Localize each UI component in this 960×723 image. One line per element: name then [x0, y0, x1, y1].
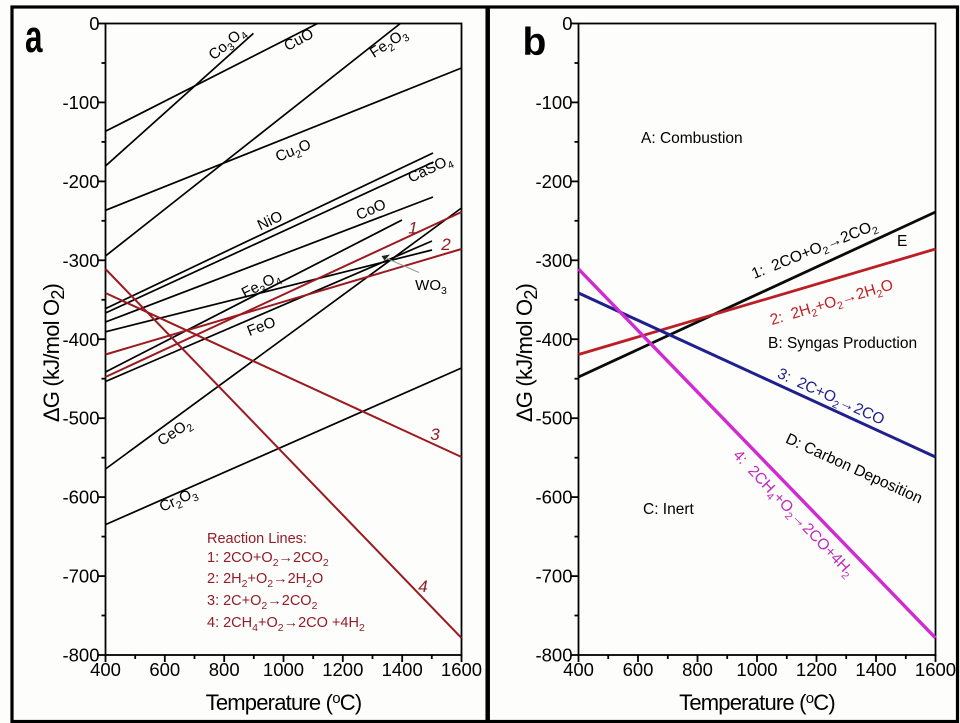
svg-text:4: 2CH4​+O2​→2CO +4H2​: 4: 2CH4​+O2​→2CO +4H2​ [207, 615, 365, 634]
svg-text:-500: -500 [535, 408, 572, 429]
svg-text:800: 800 [209, 659, 240, 680]
svg-text:Fe2​O3​: Fe2​O3​ [367, 25, 412, 64]
svg-text:Cr2​O3​: Cr2​O3​ [157, 484, 201, 518]
svg-text:1: 2CO+O2​→2CO2​: 1: 2CO+O2​→2CO2​ [749, 217, 881, 286]
svg-text:CeO2​: CeO2​ [155, 415, 197, 452]
svg-text:-400: -400 [62, 329, 99, 350]
svg-text:Temperature (oC): Temperature (oC) [206, 690, 362, 715]
svg-text:1000: 1000 [263, 659, 304, 680]
svg-text:E: E [897, 233, 907, 250]
svg-text:-200: -200 [62, 171, 99, 192]
svg-text:600: 600 [149, 659, 180, 680]
svg-text:-600: -600 [62, 487, 99, 508]
svg-text:-600: -600 [535, 487, 572, 508]
svg-text:2: 2H2​+O2​→2H2​O: 2: 2H2​+O2​→2H2​O [207, 571, 323, 590]
svg-text:4: 4 [418, 577, 427, 596]
svg-text:0: 0 [562, 13, 572, 34]
svg-text:3: 3 [430, 425, 440, 444]
svg-text:-100: -100 [62, 92, 99, 113]
svg-text:Fe3​O4​: Fe3​O4​ [239, 268, 285, 304]
svg-text:CaSO4​: CaSO4​ [405, 151, 456, 189]
svg-text:Reaction Lines:: Reaction Lines: [207, 531, 307, 547]
svg-text:1: 1 [408, 219, 417, 238]
svg-text:A: Combustion: A: Combustion [641, 130, 743, 147]
svg-text:400: 400 [563, 659, 594, 680]
svg-text:-200: -200 [535, 171, 572, 192]
svg-text:2: 2H2​+O2​→2H2​O: 2: 2H2​+O2​→2H2​O [768, 276, 896, 331]
svg-text:-700: -700 [535, 566, 572, 587]
svg-text:1600: 1600 [441, 659, 482, 680]
svg-text:B: Syngas Production: B: Syngas Production [768, 335, 917, 352]
svg-text:-800: -800 [62, 645, 99, 666]
svg-text:-500: -500 [62, 408, 99, 429]
svg-text:FeO: FeO [245, 314, 278, 340]
svg-text:Temperature (oC): Temperature (oC) [679, 690, 835, 715]
svg-text:-100: -100 [535, 92, 572, 113]
svg-text:ΔG (kJ/mol O2): ΔG (kJ/mol O2) [512, 284, 541, 422]
svg-text:CuO: CuO [281, 25, 316, 54]
svg-text:1200: 1200 [322, 659, 363, 680]
svg-text:1000: 1000 [736, 659, 777, 680]
svg-text:800: 800 [682, 659, 713, 680]
svg-text:600: 600 [623, 659, 654, 680]
svg-text:1400: 1400 [382, 659, 423, 680]
svg-text:3: 2C+O2​→2CO: 3: 2C+O2​→2CO [773, 365, 887, 431]
svg-text:b: b [523, 21, 547, 64]
svg-text:C: Inert: C: Inert [643, 501, 695, 518]
svg-text:WO3​: WO3​ [415, 277, 447, 297]
svg-text:-300: -300 [62, 250, 99, 271]
svg-text:-400: -400 [535, 329, 572, 350]
svg-text:-700: -700 [62, 566, 99, 587]
svg-text:3: 2C+O2​→2CO2​: 3: 2C+O2​→2CO2​ [207, 593, 318, 612]
svg-text:1400: 1400 [855, 659, 896, 680]
svg-text:400: 400 [90, 659, 121, 680]
svg-text:1600: 1600 [915, 659, 956, 680]
svg-text:-800: -800 [535, 645, 572, 666]
svg-text:2: 2 [440, 235, 451, 254]
svg-text:0: 0 [89, 13, 99, 34]
svg-text:ΔG (kJ/mol O2): ΔG (kJ/mol O2) [39, 284, 68, 422]
svg-text:Co3​O4​: Co3​O4​ [205, 23, 251, 66]
svg-text:NiO: NiO [255, 208, 286, 234]
svg-text:1200: 1200 [796, 659, 837, 680]
svg-text:-300: -300 [535, 250, 572, 271]
svg-text:1: 2CO+O2​→2CO2​: 1: 2CO+O2​→2CO2​ [207, 550, 329, 569]
svg-text:a: a [25, 11, 43, 62]
